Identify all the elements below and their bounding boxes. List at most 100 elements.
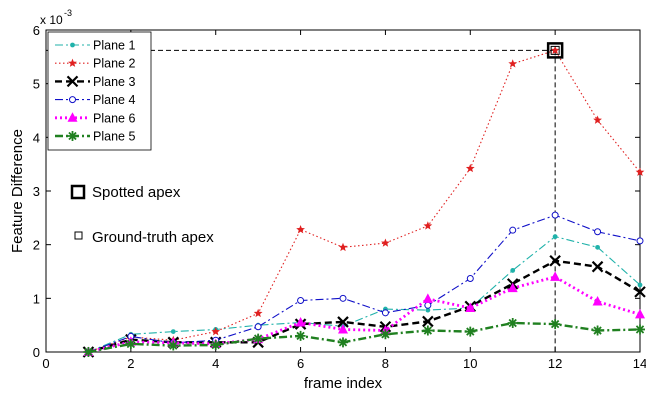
data-point bbox=[466, 274, 474, 282]
legend-marker bbox=[69, 96, 76, 104]
data-point bbox=[635, 308, 645, 319]
legend-entry: Plane 1 bbox=[55, 39, 135, 53]
data-point bbox=[635, 167, 645, 176]
spotted-apex-key-marker bbox=[70, 184, 86, 200]
legend-label: Plane 3 bbox=[93, 75, 135, 89]
data-point bbox=[594, 228, 602, 236]
y-tick-label: 2 bbox=[33, 238, 40, 253]
data-point bbox=[509, 226, 517, 234]
x-tick-label: 12 bbox=[548, 356, 562, 371]
data-point bbox=[338, 242, 348, 252]
series-line bbox=[88, 275, 641, 354]
data-point bbox=[595, 244, 600, 250]
x-tick-label: 0 bbox=[42, 356, 49, 371]
series-line bbox=[88, 321, 641, 354]
data-point bbox=[549, 254, 561, 267]
x-tick-label: 4 bbox=[212, 356, 219, 371]
data-point bbox=[422, 315, 434, 328]
legend-entry: Plane 4 bbox=[55, 93, 135, 107]
y-tick-label: 5 bbox=[33, 77, 40, 92]
legend: Plane 1 Plane 2 Plane 3 Plane 4 Plane 6 Plane… bbox=[47, 31, 152, 151]
series-line bbox=[88, 214, 641, 353]
y-tick-label: 3 bbox=[33, 184, 40, 199]
x-axis-label: frame index bbox=[304, 375, 383, 392]
data-point bbox=[253, 308, 263, 318]
data-point bbox=[125, 338, 136, 349]
data-point bbox=[296, 225, 305, 234]
data-point bbox=[381, 309, 389, 317]
legend-entry: Plane 6 bbox=[55, 111, 135, 125]
data-point bbox=[253, 333, 264, 344]
legend-label: Plane 4 bbox=[93, 93, 135, 107]
legend-marker bbox=[68, 58, 77, 67]
data-point bbox=[635, 324, 645, 335]
data-point bbox=[338, 337, 348, 348]
data-point bbox=[422, 293, 433, 303]
y-tick-label: 0 bbox=[33, 345, 40, 360]
data-point bbox=[510, 268, 516, 273]
data-point bbox=[83, 347, 94, 357]
legend-entry: Plane 5 bbox=[55, 130, 135, 144]
data-point bbox=[297, 296, 305, 304]
data-point bbox=[422, 325, 433, 336]
ground-truth-apex-key-marker bbox=[74, 231, 83, 240]
data-point bbox=[381, 238, 390, 247]
y-scale-exponent: -3 bbox=[64, 8, 72, 18]
legend-box bbox=[47, 31, 152, 151]
data-point bbox=[591, 260, 604, 273]
legend-marker bbox=[70, 42, 75, 48]
data-point bbox=[465, 326, 476, 337]
legend-label: Plane 1 bbox=[93, 39, 135, 53]
spotted-apex-key-label: Spotted apex bbox=[92, 184, 181, 201]
data-point bbox=[552, 234, 558, 240]
y-tick-label: 4 bbox=[33, 130, 40, 145]
series-layer bbox=[82, 45, 646, 358]
x-tick-label: 14 bbox=[633, 356, 646, 371]
spotted-apex-marker bbox=[546, 42, 564, 59]
y-tick-label: 1 bbox=[33, 291, 40, 306]
data-point bbox=[339, 294, 347, 302]
data-point bbox=[168, 340, 179, 351]
data-point bbox=[637, 282, 643, 288]
legend-marker bbox=[67, 112, 78, 122]
data-point bbox=[636, 237, 644, 245]
data-point bbox=[295, 330, 306, 341]
series-plane-5 bbox=[83, 318, 645, 357]
x-tick-label: 10 bbox=[463, 356, 477, 371]
data-point bbox=[592, 296, 603, 306]
x-tick-label: 8 bbox=[382, 356, 389, 371]
data-point bbox=[550, 319, 561, 330]
data-point bbox=[380, 329, 391, 340]
annotation-key: Spotted apex Ground-truth apex bbox=[70, 184, 214, 246]
data-point bbox=[592, 325, 603, 336]
data-point bbox=[550, 45, 560, 55]
series-line bbox=[88, 236, 641, 353]
series-line bbox=[88, 259, 641, 354]
y-axis-label: Feature Difference bbox=[9, 129, 26, 253]
data-point bbox=[337, 316, 349, 328]
data-point bbox=[295, 316, 306, 327]
data-point bbox=[211, 327, 221, 336]
x-tick-label: 6 bbox=[297, 356, 304, 371]
data-point bbox=[634, 286, 646, 298]
data-point bbox=[507, 318, 518, 329]
legend-entry: Plane 2 bbox=[55, 57, 135, 71]
data-point bbox=[507, 282, 518, 293]
x-tick-label: 2 bbox=[127, 356, 134, 371]
data-point bbox=[508, 59, 518, 68]
legend-label: Plane 5 bbox=[93, 130, 135, 144]
data-point bbox=[465, 163, 475, 173]
data-point bbox=[550, 271, 561, 281]
ground-truth-apex-marker bbox=[550, 45, 560, 55]
data-point bbox=[593, 115, 602, 124]
data-point bbox=[170, 329, 176, 335]
data-point bbox=[424, 301, 432, 309]
legend-marker bbox=[67, 131, 78, 141]
legend-marker bbox=[66, 75, 79, 88]
data-point bbox=[425, 307, 431, 313]
data-point bbox=[551, 211, 559, 219]
ground-truth-apex-key-label: Ground-truth apex bbox=[92, 229, 214, 246]
data-point bbox=[338, 323, 348, 334]
legend-label: Plane 6 bbox=[93, 111, 135, 125]
